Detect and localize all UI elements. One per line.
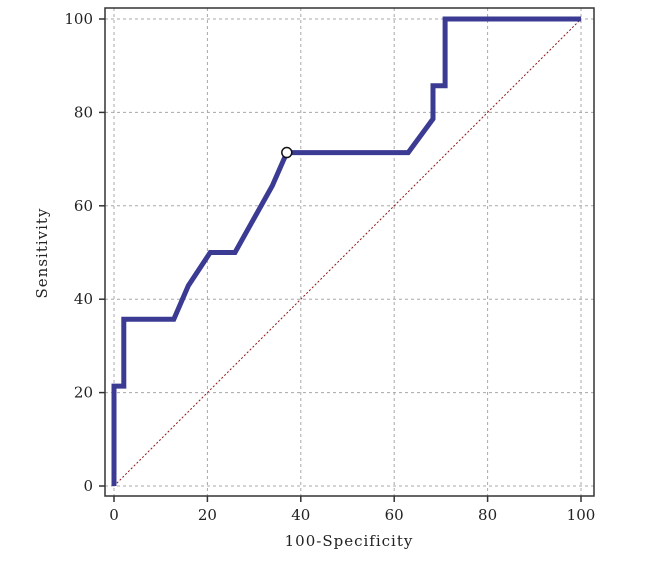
y-tick-label: 100 bbox=[64, 10, 93, 28]
x-tick-labels: 0 20 40 60 80 100 bbox=[109, 506, 595, 524]
axis-ticks bbox=[99, 18, 582, 502]
x-tick-label: 20 bbox=[198, 506, 217, 524]
y-tick-label: 60 bbox=[74, 197, 93, 215]
y-axis-title: Sensitivity bbox=[33, 208, 51, 299]
roc-curve bbox=[111, 16, 581, 486]
x-tick-label: 100 bbox=[567, 506, 596, 524]
reference-diagonal-line bbox=[113, 18, 582, 487]
y-tick-label: 20 bbox=[74, 384, 93, 402]
optimal-cutoff-marker bbox=[281, 146, 293, 159]
grid-lines bbox=[105, 8, 594, 496]
x-tick-label: 0 bbox=[109, 506, 119, 524]
y-tick-label: 0 bbox=[83, 477, 93, 495]
y-tick-label: 80 bbox=[74, 103, 93, 121]
plot-frame bbox=[104, 7, 595, 497]
series-lines bbox=[111, 16, 582, 487]
x-tick-label: 40 bbox=[291, 506, 310, 524]
markers bbox=[281, 146, 293, 159]
y-tick-label: 40 bbox=[74, 290, 93, 308]
x-axis-title: 100-Specificity bbox=[285, 532, 414, 550]
x-tick-label: 80 bbox=[478, 506, 497, 524]
x-tick-label: 60 bbox=[385, 506, 404, 524]
y-tick-labels: 0 20 40 60 80 100 bbox=[64, 10, 93, 495]
